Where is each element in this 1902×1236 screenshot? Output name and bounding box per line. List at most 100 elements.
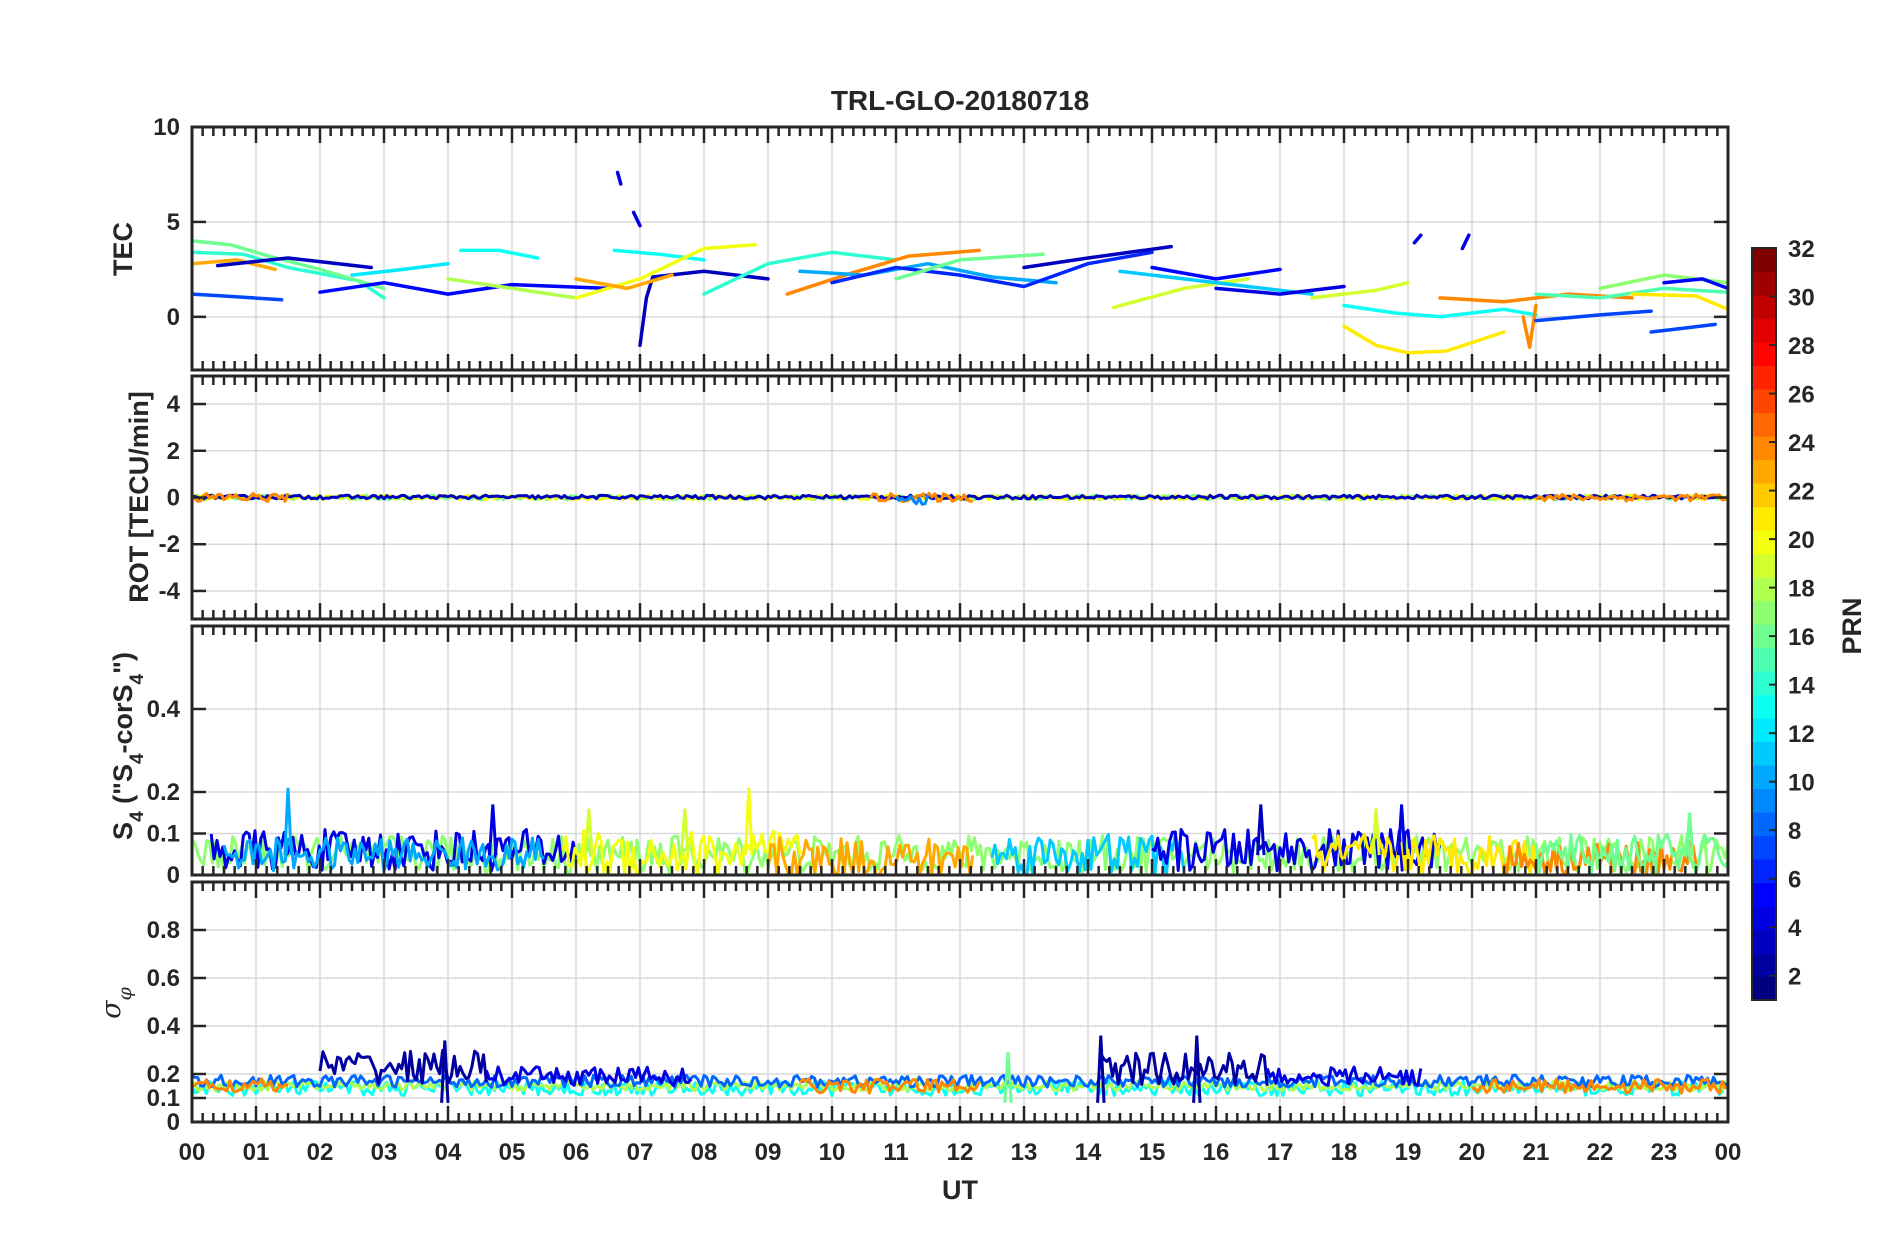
noise-trace-prn-21 bbox=[1310, 832, 1538, 875]
peak-prn-2 bbox=[1192, 1035, 1202, 1103]
colorbar-band bbox=[1752, 718, 1776, 743]
x-tick-label: 12 bbox=[947, 1139, 974, 1166]
colorbar-tick-label: 2 bbox=[1788, 964, 1801, 991]
colorbar-band bbox=[1752, 647, 1776, 672]
x-tick-label: 11 bbox=[883, 1139, 908, 1166]
s4-ylabel-part: ") bbox=[108, 652, 138, 674]
sigma-symbol: σ bbox=[96, 999, 127, 1019]
peak-prn-4 bbox=[488, 804, 498, 856]
series-line-prn-7 bbox=[1534, 309, 1653, 323]
x-axis: 00 01 02 03 04 05 06 07 08 09 10 11 12 13 14 15 16 17 18 19… bbox=[179, 1139, 1742, 1166]
colorbar-tick-label: 6 bbox=[1788, 867, 1801, 894]
peak-prn-19 bbox=[1371, 808, 1381, 856]
x-tick-label: 20 bbox=[1459, 1139, 1486, 1166]
y-tick-label: 0 bbox=[167, 304, 180, 331]
colorbar-band bbox=[1752, 248, 1776, 273]
series-line-prn-3 bbox=[215, 256, 373, 270]
colorbar-tick-label: 4 bbox=[1788, 915, 1802, 942]
colorbar-band bbox=[1752, 295, 1776, 320]
series-line-prn-20 bbox=[574, 242, 757, 300]
colorbar-band bbox=[1752, 412, 1776, 437]
peak-prn-4 bbox=[1396, 804, 1407, 856]
series-line-prn-12 bbox=[350, 261, 450, 277]
colorbar-frame bbox=[1751, 247, 1777, 1001]
series-line-prn-21 bbox=[1630, 292, 1728, 312]
colorbar-band bbox=[1752, 741, 1776, 766]
colorbar-tick-label: 8 bbox=[1788, 818, 1801, 845]
colorbar-band bbox=[1752, 953, 1776, 978]
y-tick-label: 0 bbox=[167, 862, 180, 889]
colorbar-band bbox=[1752, 483, 1776, 508]
noise-trace-prn-24 bbox=[869, 491, 973, 503]
series-line-prn-23 bbox=[192, 258, 277, 272]
colorbar-band bbox=[1752, 271, 1776, 296]
series-line-prn-5 bbox=[318, 280, 610, 296]
x-tick-label: 16 bbox=[1203, 1139, 1230, 1166]
peak-prn-2 bbox=[440, 1040, 450, 1103]
series-line-prn-5 bbox=[1150, 265, 1282, 281]
colorbar-label: PRN bbox=[1837, 597, 1867, 654]
series-line-prn-21 bbox=[1342, 324, 1506, 355]
noise-trace-prn-4 bbox=[1265, 1065, 1423, 1087]
colorbar-band bbox=[1752, 318, 1776, 343]
noise-trace-prn-4 bbox=[484, 1065, 693, 1088]
peak-prn-19 bbox=[584, 808, 594, 856]
x-tick-label: 15 bbox=[1139, 1139, 1166, 1166]
y-tick-label: -2 bbox=[159, 531, 180, 558]
series-line-prn-3 bbox=[1022, 244, 1173, 270]
noise-trace-prn-9 bbox=[894, 494, 930, 506]
s4-ylabel-part: S bbox=[108, 822, 138, 840]
x-tick-label: 07 bbox=[627, 1139, 654, 1166]
y-tick-label: 0.1 bbox=[147, 821, 180, 848]
x-tick-label: 05 bbox=[499, 1139, 526, 1166]
series-line-prn-24 bbox=[1438, 292, 1634, 304]
x-tick-label: 17 bbox=[1267, 1139, 1294, 1166]
colorbar-tick-label: 18 bbox=[1788, 576, 1815, 603]
series-line-prn-24 bbox=[785, 248, 981, 296]
colorbar-tick-label: 12 bbox=[1788, 721, 1815, 748]
series-line-prn-10 bbox=[798, 261, 1058, 285]
series-line-prn-16 bbox=[894, 252, 1045, 281]
noise-trace-prn-20 bbox=[561, 829, 802, 875]
x-tick-label: 01 bbox=[243, 1139, 270, 1166]
peak-prn-3 bbox=[1256, 804, 1266, 856]
x-tick-label: 08 bbox=[691, 1139, 718, 1166]
tec-panel: 0 5 10 TEC bbox=[108, 114, 1730, 372]
s4-panel: 00.10.20.4 S4 ("S4-corS4") bbox=[108, 624, 1730, 889]
sigma-phi-ylabel: σφ bbox=[96, 986, 136, 1018]
s4-ylabel: S4 ("S4-corS4") bbox=[108, 652, 148, 840]
x-tick-label: 02 bbox=[307, 1139, 334, 1166]
x-tick-label: 03 bbox=[371, 1139, 398, 1166]
x-tick-label: 13 bbox=[1011, 1139, 1038, 1166]
series-line-prn-24 bbox=[1521, 303, 1538, 349]
y-tick-label: -4 bbox=[159, 578, 181, 605]
series-line-prn-4 bbox=[1412, 233, 1423, 245]
x-tick-label: 00 bbox=[179, 1139, 206, 1166]
series-line-prn-4 bbox=[615, 170, 623, 186]
colorbar-band bbox=[1752, 835, 1776, 860]
colorbar-band bbox=[1752, 788, 1776, 813]
x-tick-label: 23 bbox=[1651, 1139, 1678, 1166]
series-line-prn-13 bbox=[612, 248, 706, 262]
noise-trace-prn-2 bbox=[1099, 1051, 1269, 1087]
series-line-prn-4 bbox=[1460, 233, 1471, 251]
x-tick-label: 21 bbox=[1523, 1139, 1550, 1166]
y-tick-label: 0.4 bbox=[147, 696, 181, 723]
colorbar-band bbox=[1752, 976, 1776, 1001]
y-tick-label: 0.2 bbox=[147, 1061, 180, 1088]
y-tick-label: 10 bbox=[153, 114, 180, 141]
y-tick-label: 0 bbox=[167, 1109, 180, 1136]
series-line-prn-7 bbox=[1649, 322, 1717, 334]
peak-prn-16 bbox=[1003, 1052, 1013, 1103]
noise-trace-prn-24 bbox=[1472, 1077, 1728, 1095]
series-line-prn-18 bbox=[446, 277, 578, 300]
noise-trace-prn-2 bbox=[318, 1048, 488, 1085]
series-line-prn-23 bbox=[574, 273, 674, 291]
colorbar-band bbox=[1752, 694, 1776, 719]
colorbar-tick-label: 30 bbox=[1788, 285, 1815, 312]
y-tick-label: 5 bbox=[167, 209, 180, 236]
series-line-prn-13 bbox=[459, 248, 540, 260]
colorbar-band bbox=[1752, 365, 1776, 390]
x-tick-label: 06 bbox=[563, 1139, 590, 1166]
